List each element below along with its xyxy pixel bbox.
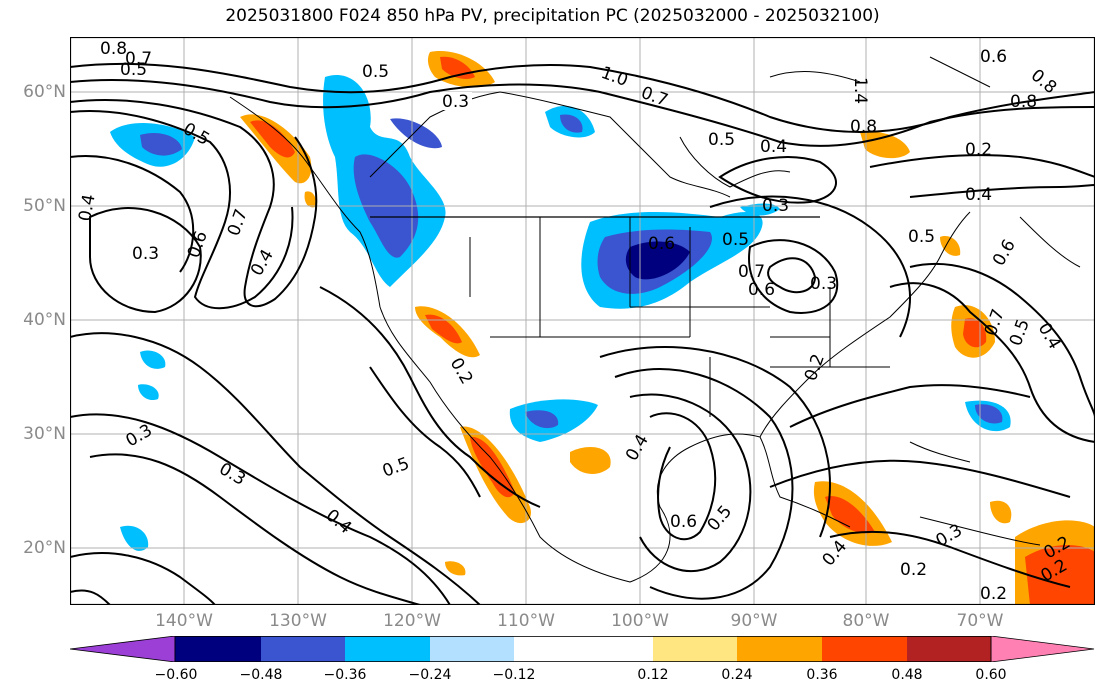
colorbar-segment (345, 636, 430, 662)
colorbar-tick-label: 0.48 (891, 667, 923, 683)
lat-label-50n: 50°N (23, 196, 66, 216)
colorbar-segment (261, 636, 345, 662)
colorbar-tick-label: −0.24 (408, 667, 452, 683)
contour-label: 0.5 (120, 60, 147, 80)
coastlines (229, 56, 1081, 583)
contour-label: 0.8 (850, 117, 877, 137)
colorbar-tick-label: 0.36 (806, 667, 838, 683)
lat-label-20n: 20°N (23, 538, 66, 558)
colorbar-frame (174, 636, 992, 662)
pv-contours (70, 62, 1095, 605)
lon-label-120w: 120°W (383, 611, 441, 631)
contour-label: 0.3 (442, 92, 469, 112)
lon-label-130w: 130°W (269, 611, 327, 631)
map-title: 2025031800 F024 850 hPa PV, precipitatio… (225, 6, 880, 26)
contour-label: 0.8 (100, 39, 127, 59)
contour-label: 1.4 (850, 77, 870, 104)
lon-label-70w: 70°W (956, 611, 1004, 631)
contour-label: 0.7 (125, 49, 152, 69)
colorbar-tick-label: −0.60 (154, 667, 198, 683)
colorbar-segment (907, 636, 991, 662)
colorbar-tick-label: −0.48 (239, 667, 283, 683)
contour-label: 0.7 (738, 262, 765, 282)
precip-shading (110, 51, 1095, 605)
colorbar-segment (653, 636, 737, 662)
contour-label: 0.6 (980, 47, 1007, 67)
contour-label: 0.2 (900, 560, 927, 580)
lon-label-110w: 110°W (497, 611, 555, 631)
colorbar-segment (822, 636, 907, 662)
colorbar-tick-label: 0.24 (721, 667, 753, 683)
colorbar-tick-label: −0.12 (492, 667, 536, 683)
contour-label: 0.3 (762, 196, 789, 216)
contour-label: 0.6 (648, 234, 675, 254)
contour-label: 0.5 (908, 227, 935, 247)
contour-label: 0.2 (965, 140, 992, 160)
contour-label: 0.2 (980, 584, 1007, 604)
contour-label: 0.8 (1010, 92, 1037, 112)
contour-label: 0.3 (132, 244, 159, 264)
colorbar-tick-label: 0.60 (975, 667, 1007, 683)
contour-label: 0.5 (362, 62, 389, 82)
colorbar-segment (175, 636, 261, 662)
map-frame (70, 37, 1095, 605)
contour-label: 0.6 (670, 512, 697, 532)
colorbar-segment (514, 636, 653, 662)
colorbar-segment (990, 636, 1095, 662)
colorbar (70, 636, 1095, 662)
contour-label: 0.5 (708, 130, 735, 150)
lon-label-100w: 100°W (611, 611, 669, 631)
lon-label-140w: 140°W (155, 611, 213, 631)
lat-label-30n: 30°N (23, 424, 66, 444)
lon-label-90w: 90°W (730, 611, 778, 631)
contour-label: 0.3 (810, 274, 837, 294)
contour-label: 0.5 (722, 230, 749, 250)
lon-label-80w: 80°W (842, 611, 890, 631)
colorbar-segment (737, 636, 822, 662)
colorbar-tick-label: −0.36 (323, 667, 367, 683)
colorbar-tick-label: 0.12 (637, 667, 669, 683)
contour-label: 0.4 (965, 185, 992, 205)
contour-label: 0.4 (75, 193, 99, 223)
map-plot: 0.8 0.7 0.5 0.5 0.3 1.0 0.7 0.5 0.4 1.4 … (70, 37, 1095, 605)
colorbar-segment (70, 636, 176, 662)
lat-label-40n: 40°N (23, 310, 66, 330)
lat-label-60n: 60°N (23, 82, 66, 102)
contour-label: 0.4 (760, 137, 787, 157)
colorbar-segment (430, 636, 514, 662)
contour-label: 0.6 (748, 280, 775, 300)
